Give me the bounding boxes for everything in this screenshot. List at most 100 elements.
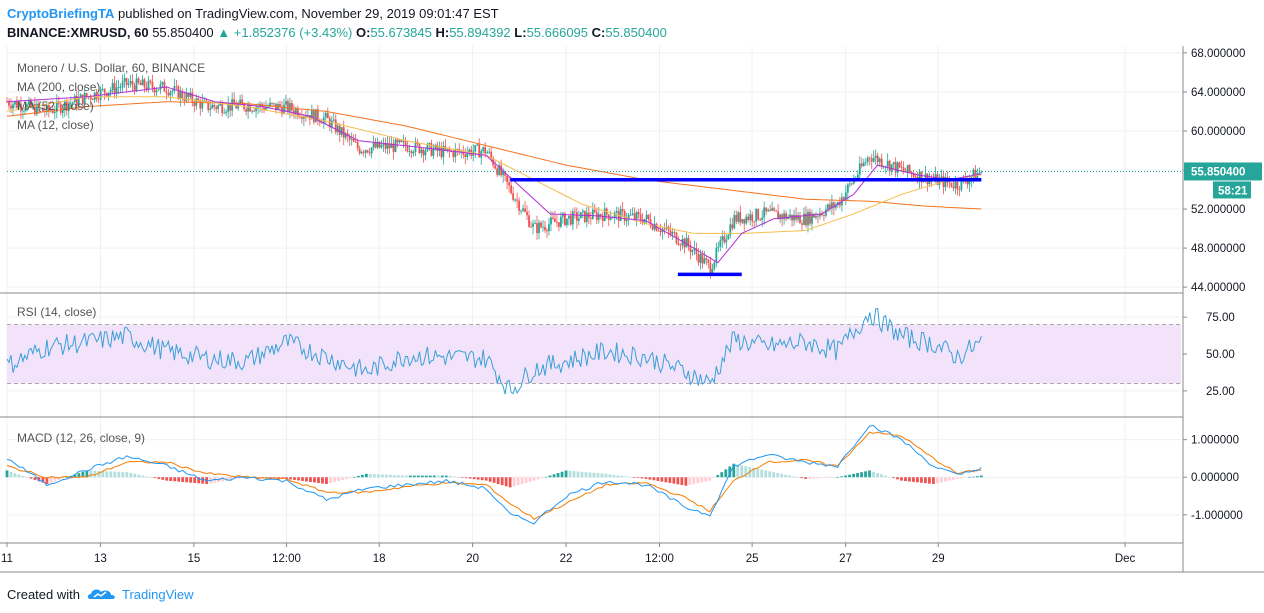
candle xyxy=(516,192,518,209)
candle xyxy=(103,88,106,100)
x-tick-label: 13 xyxy=(94,553,107,565)
candle xyxy=(942,170,945,195)
candle xyxy=(428,142,431,151)
candle xyxy=(538,219,540,240)
candle xyxy=(229,103,232,118)
candle xyxy=(625,212,628,227)
candle xyxy=(966,175,969,189)
candle xyxy=(739,205,742,226)
price-tick-label: 64.000000 xyxy=(1191,87,1245,99)
candle xyxy=(562,211,564,224)
candle xyxy=(785,210,787,222)
macd-line xyxy=(6,424,982,525)
candle xyxy=(540,220,542,229)
candle xyxy=(661,227,664,240)
countdown-label: 58:21 xyxy=(1218,185,1248,197)
candle xyxy=(552,211,554,221)
candle xyxy=(145,81,148,93)
candle xyxy=(32,101,34,110)
candle xyxy=(811,209,813,231)
candle xyxy=(30,97,32,109)
candle xyxy=(524,201,526,213)
candle xyxy=(245,107,248,116)
candle xyxy=(514,198,516,203)
candle xyxy=(412,149,415,157)
candle xyxy=(659,224,662,237)
candle xyxy=(26,102,28,112)
candle xyxy=(518,197,520,216)
candle xyxy=(864,157,867,166)
candle xyxy=(530,221,532,228)
chart-area[interactable]: 68.000000 64.000000 60.000000 52.000000 48.0… xyxy=(0,46,1264,576)
candle xyxy=(297,105,299,120)
rsi-tick-label: 50.00 xyxy=(1206,349,1235,361)
rsi-tick-label: 25.00 xyxy=(1206,386,1235,398)
candle xyxy=(298,112,301,119)
candle xyxy=(593,203,596,214)
candle xyxy=(422,147,425,163)
candle xyxy=(157,89,160,91)
candle xyxy=(312,108,315,125)
candle xyxy=(771,201,774,211)
candle xyxy=(398,139,401,144)
x-tick-label: 12:00 xyxy=(272,553,301,565)
candle xyxy=(418,142,421,155)
candle xyxy=(753,220,756,229)
candle xyxy=(494,160,497,170)
candle xyxy=(392,138,395,160)
candle xyxy=(382,137,385,153)
candle xyxy=(396,137,399,148)
candle xyxy=(773,206,776,212)
x-tick-label: 20 xyxy=(466,553,479,565)
candle xyxy=(408,144,411,157)
candle xyxy=(569,210,572,227)
candle xyxy=(129,74,132,88)
candle xyxy=(360,150,363,155)
candle xyxy=(28,96,30,107)
ma-legend-entry: MA (52, close) xyxy=(17,99,94,113)
candle xyxy=(101,83,104,92)
macd-tick-label: 1.000000 xyxy=(1191,435,1239,447)
low-label: L: xyxy=(514,25,527,40)
candle xyxy=(890,164,893,176)
candle xyxy=(777,204,780,220)
candle xyxy=(948,176,951,189)
candle xyxy=(61,106,64,119)
candle xyxy=(376,137,379,150)
macd-histogram xyxy=(5,463,983,488)
candle xyxy=(175,80,178,90)
candle xyxy=(695,242,698,261)
candle xyxy=(488,147,491,155)
candle xyxy=(544,220,546,233)
candle xyxy=(916,171,919,184)
candle xyxy=(603,202,606,222)
last-price-tag: 55.850400 58:21 xyxy=(1184,162,1262,199)
candle xyxy=(117,79,120,95)
candle xyxy=(113,76,116,99)
candle xyxy=(735,210,738,225)
candle xyxy=(815,211,817,220)
author-name[interactable]: CryptoBriefingTA xyxy=(7,6,115,21)
candle xyxy=(285,94,287,112)
candle xyxy=(51,104,54,114)
candle xyxy=(900,160,903,173)
candle xyxy=(898,161,901,169)
candle xyxy=(183,91,186,106)
candle xyxy=(558,222,560,232)
candle xyxy=(14,100,16,109)
candle xyxy=(938,173,941,190)
candle xyxy=(944,172,947,192)
price-tick-label: 68.000000 xyxy=(1191,48,1245,60)
candle xyxy=(872,150,875,163)
candle xyxy=(426,142,429,152)
tradingview-brand[interactable]: TradingView xyxy=(121,586,194,602)
grid xyxy=(6,46,1181,543)
candle xyxy=(974,165,977,180)
candle xyxy=(781,213,783,227)
candle xyxy=(227,96,230,119)
candle xyxy=(464,148,467,165)
candle xyxy=(950,182,953,188)
candle xyxy=(797,211,799,223)
candle xyxy=(532,219,534,235)
macd-tick-label: 0.000000 xyxy=(1191,472,1239,484)
